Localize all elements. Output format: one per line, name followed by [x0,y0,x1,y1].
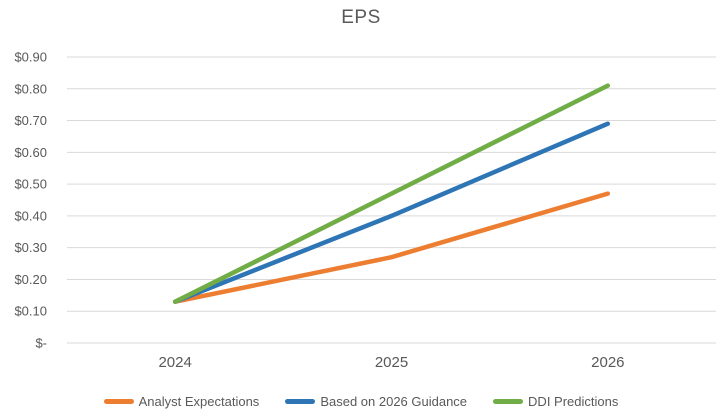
legend-swatch-analyst-expectations [103,399,134,404]
x-axis-tick-label: 2024 [158,354,191,371]
y-axis-tick-label: $0.20 [14,272,47,287]
y-axis-tick-label: $0.70 [14,113,47,128]
legend-label: Based on 2026 Guidance [320,394,468,409]
legend-label: Analyst Expectations [138,394,260,409]
series-line-based-on-2026-guidance [172,121,611,304]
chart-title: EPS [341,7,381,28]
chart-legend: Analyst Expectations Based on 2026 Guida… [0,394,722,409]
legend-item-ddi-predictions: DDI Predictions [493,394,618,409]
legend-label: DDI Predictions [528,394,619,409]
legend-item-analyst-expectations: Analyst Expectations [103,394,260,409]
y-axis-tick-label: $- [35,336,47,351]
y-axis-tick-label: $0.40 [14,208,47,223]
y-axis-tick-label: $0.90 [14,50,47,65]
legend-swatch-ddi-predictions [493,399,524,404]
legend-item-based-on-2026-guidance: Based on 2026 Guidance [285,394,467,409]
y-axis-tick-label: $0.50 [14,177,47,192]
legend-swatch-based-on-2026-guidance [285,399,316,404]
plot-area: $0.90 $0.80 $0.70 $0.60 $0.50 $0.40 $0.30 $0.20… [14,50,716,371]
y-axis-tick-label: $0.60 [14,145,47,160]
x-axis-tick-label: 2026 [591,354,624,371]
y-axis-tick-label: $0.80 [14,81,47,96]
x-axis-tick-label: 2025 [375,354,408,371]
y-axis-tick-label: $0.10 [14,304,47,319]
y-axis-tick-label: $0.30 [14,240,47,255]
series-line-ddi-predictions [172,83,611,304]
series-line-analyst-expectations [172,191,611,304]
